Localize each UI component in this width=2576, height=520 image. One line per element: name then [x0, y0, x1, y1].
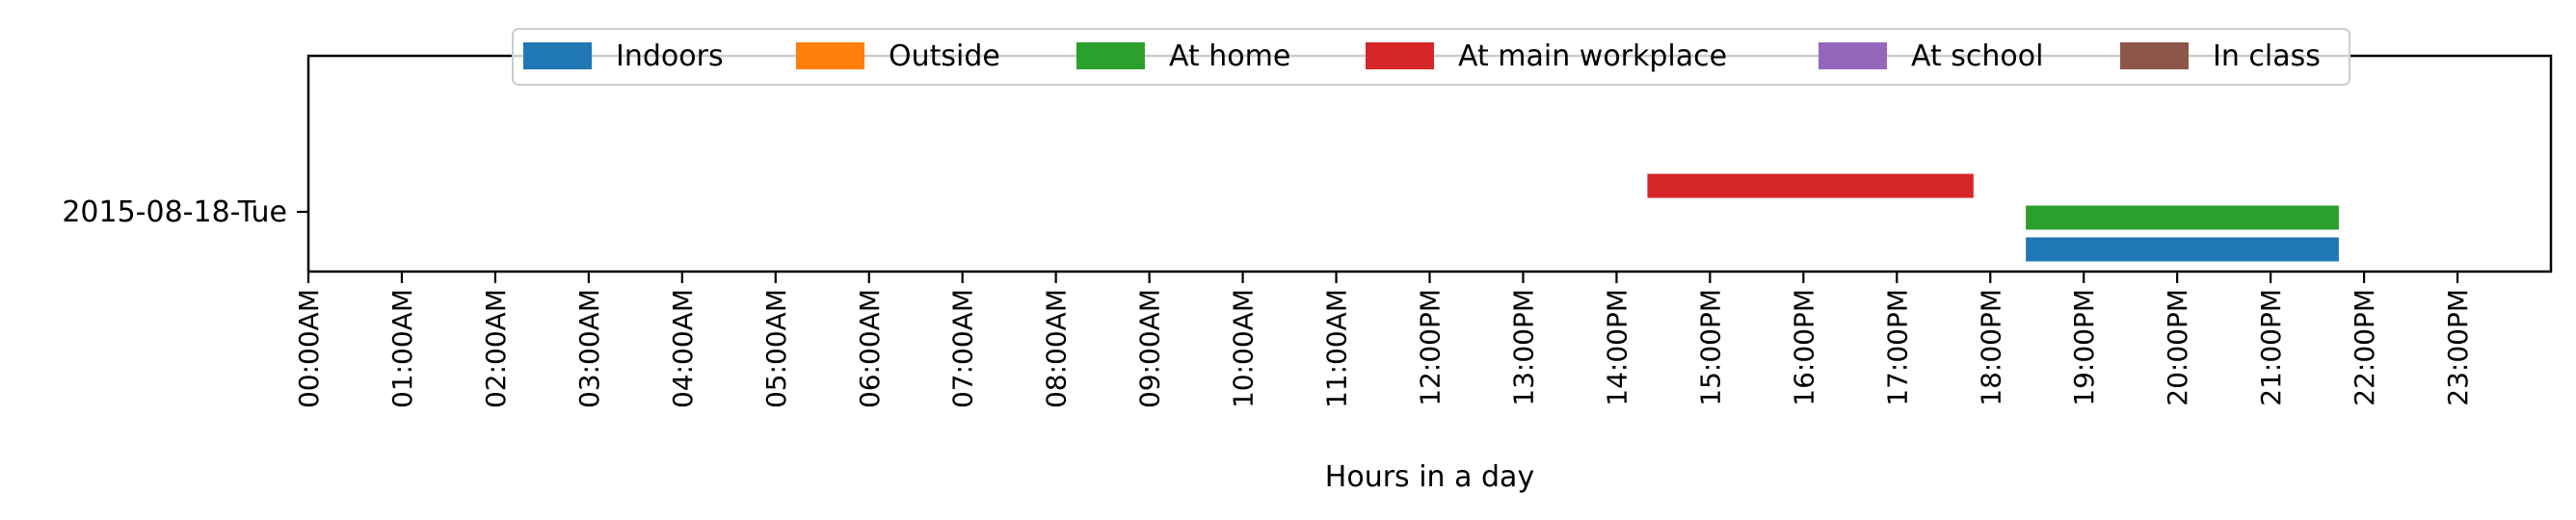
x-tick-label: 12:00PM — [1415, 289, 1447, 406]
legend-item-at-home: At home — [1076, 39, 1290, 73]
legend-label: At main workplace — [1458, 39, 1727, 73]
legend-label: In class — [2213, 39, 2321, 73]
bar-at-main-workplace — [1647, 173, 1974, 198]
legend: Indoors Outside At home At main workplace At… — [512, 28, 2350, 86]
legend-item-indoors: Indoors — [523, 39, 724, 73]
x-tick-label: 15:00PM — [1694, 289, 1726, 406]
x-tick-label: 16:00PM — [1788, 289, 1819, 406]
legend-label: At school — [1911, 39, 2043, 73]
x-tick-label: 03:00AM — [573, 289, 605, 408]
x-tick-label: 22:00PM — [2349, 289, 2380, 406]
x-tick-label: 10:00AM — [1228, 289, 1260, 408]
legend-item-at-school: At school — [1819, 39, 2043, 73]
x-tick-label: 00:00AM — [293, 289, 325, 408]
x-tick-label: 04:00AM — [667, 289, 699, 408]
x-axis-label: Hours in a day — [1325, 460, 1534, 494]
x-tick-label: 05:00AM — [760, 289, 792, 408]
legend-swatch — [1366, 42, 1434, 69]
x-tick-label: 20:00PM — [2162, 289, 2193, 406]
y-tick-label: 2015-08-18-Tue — [62, 195, 287, 229]
legend-swatch — [1076, 42, 1145, 69]
bar-indoors — [2026, 237, 2339, 262]
x-tick-label: 09:00AM — [1134, 289, 1166, 408]
legend-item-at-main-workplace: At main workplace — [1366, 39, 1727, 73]
legend-item-outside: Outside — [796, 39, 1000, 73]
x-tick-label: 02:00AM — [480, 289, 512, 408]
legend-swatch — [2120, 42, 2189, 69]
bar-at-home — [2026, 205, 2339, 230]
x-tick-label: 07:00AM — [947, 289, 979, 408]
legend-swatch — [523, 42, 592, 69]
x-tick-label: 21:00PM — [2255, 289, 2287, 406]
x-tick-label: 01:00AM — [386, 289, 418, 408]
legend-label: At home — [1169, 39, 1290, 73]
x-axis: 00:00AM 01:00AM 02:00AM 03:00AM 04:00AM 05:00… — [293, 272, 2474, 408]
activity-bars — [1647, 173, 2339, 262]
x-tick-label: 11:00AM — [1321, 289, 1353, 408]
legend-swatch — [1819, 42, 1887, 69]
y-axis: 2015-08-18-Tue — [62, 195, 308, 229]
legend-label: Indoors — [616, 39, 724, 73]
legend-label: Outside — [889, 39, 1000, 73]
x-tick-label: 19:00PM — [2068, 289, 2100, 406]
legend-swatch — [796, 42, 864, 69]
x-tick-label: 18:00PM — [1975, 289, 2006, 406]
x-tick-label: 06:00AM — [854, 289, 886, 408]
x-tick-label: 08:00AM — [1041, 289, 1073, 408]
x-tick-label: 14:00PM — [1601, 289, 1633, 406]
x-tick-label: 23:00PM — [2442, 289, 2474, 406]
legend-item-in-class: In class — [2120, 39, 2321, 73]
x-tick-label: 17:00PM — [1881, 289, 1913, 406]
x-tick-label: 13:00PM — [1507, 289, 1539, 406]
